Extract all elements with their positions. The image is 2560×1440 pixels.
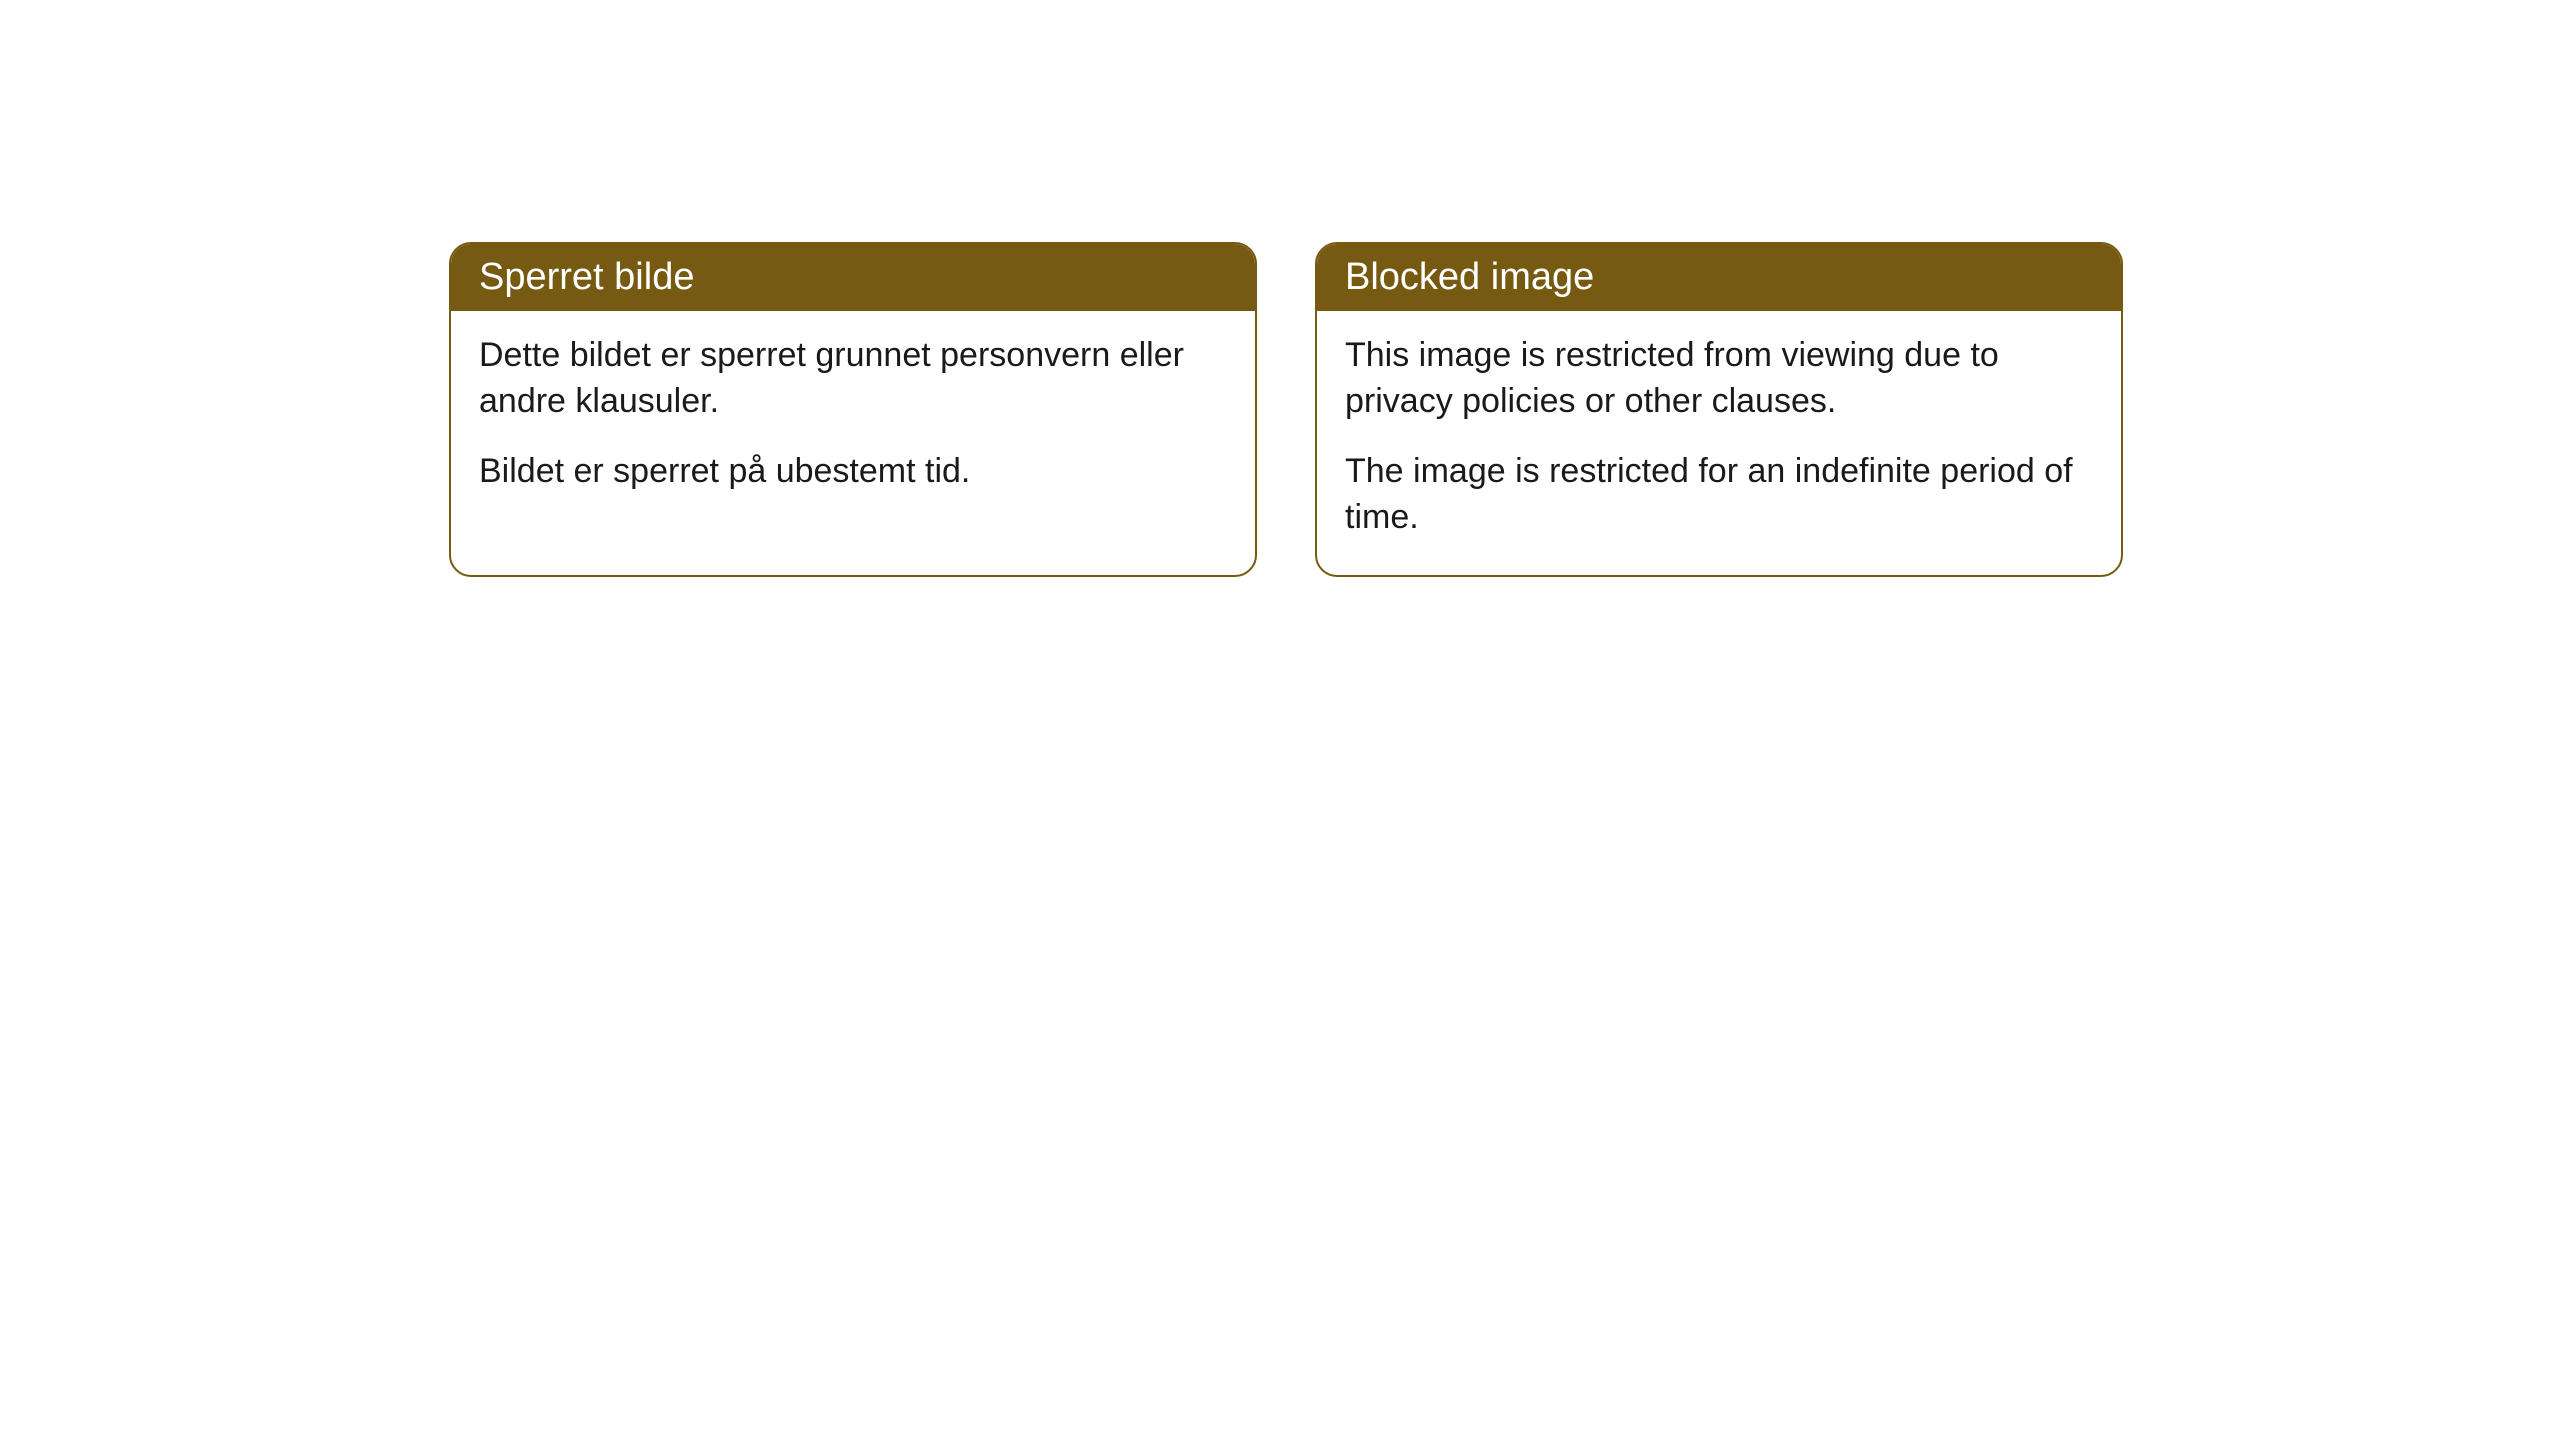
card-title: Sperret bilde xyxy=(479,256,694,298)
notice-card-english: Blocked image This image is restricted f… xyxy=(1315,242,2123,577)
card-title: Blocked image xyxy=(1345,256,1594,298)
card-paragraph: Bildet er sperret på ubestemt tid. xyxy=(479,449,1227,495)
card-paragraph: This image is restricted from viewing du… xyxy=(1345,333,2093,425)
notice-card-norwegian: Sperret bilde Dette bildet er sperret gr… xyxy=(449,242,1257,577)
notice-cards-container: Sperret bilde Dette bildet er sperret gr… xyxy=(449,242,2123,577)
card-paragraph: The image is restricted for an indefinit… xyxy=(1345,449,2093,541)
card-body: This image is restricted from viewing du… xyxy=(1317,311,2121,575)
card-header: Sperret bilde xyxy=(451,244,1255,311)
card-body: Dette bildet er sperret grunnet personve… xyxy=(451,311,1255,529)
card-paragraph: Dette bildet er sperret grunnet personve… xyxy=(479,333,1227,425)
card-header: Blocked image xyxy=(1317,244,2121,311)
